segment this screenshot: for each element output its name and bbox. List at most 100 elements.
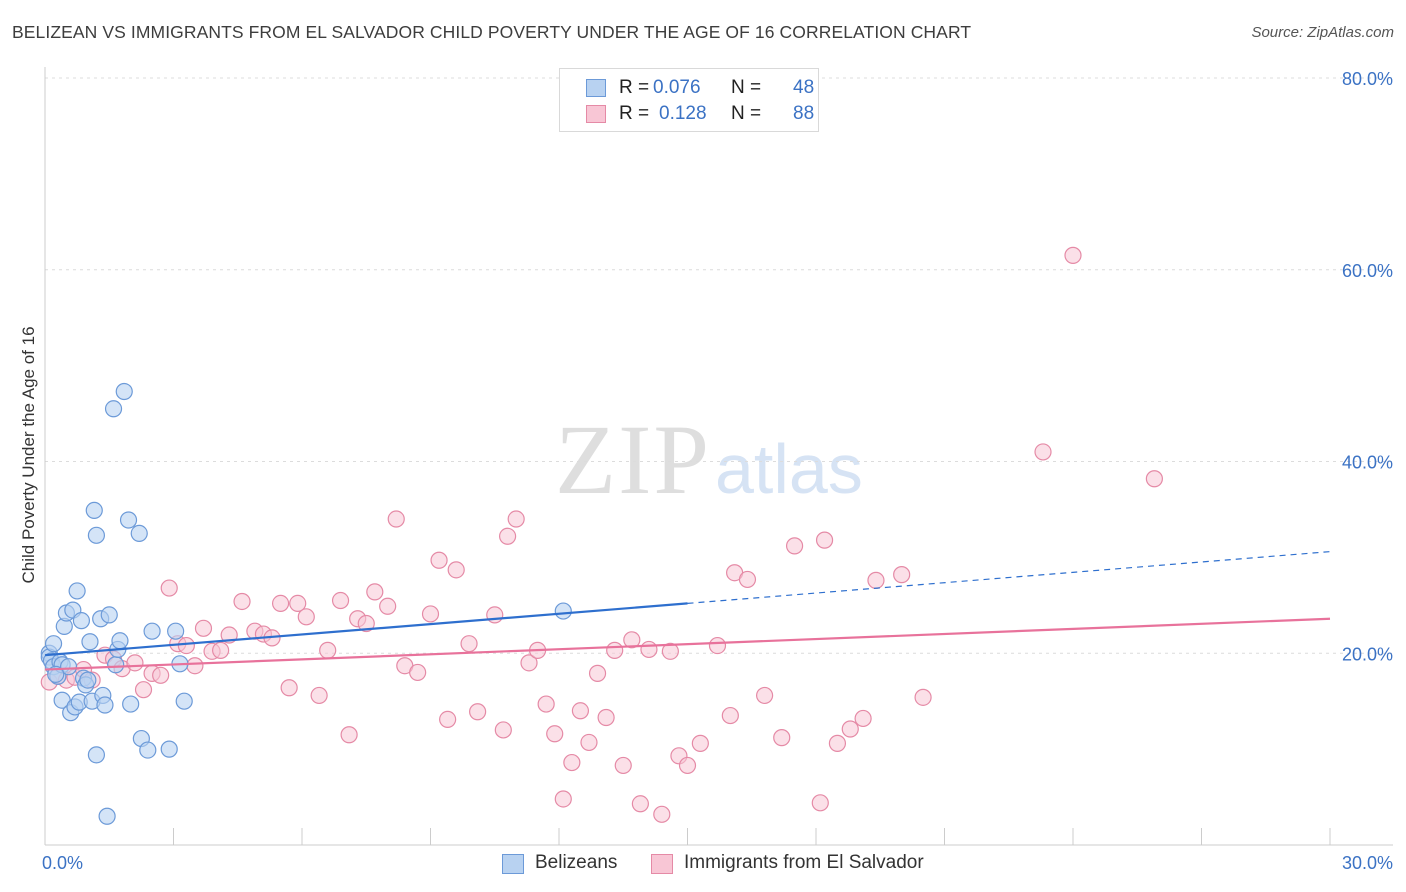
data-point-belizeans xyxy=(119,511,138,529)
data-point-immigrants xyxy=(893,566,911,584)
data-point-belizeans xyxy=(59,658,78,676)
trend-lines xyxy=(44,551,1331,671)
data-point-immigrants xyxy=(537,695,555,713)
data-point-belizeans xyxy=(87,526,106,544)
data-point-immigrants xyxy=(721,706,739,725)
data-point-immigrants xyxy=(194,619,213,637)
data-point-immigrants xyxy=(152,666,170,684)
legend-n-label: N = xyxy=(731,103,762,124)
watermark-atlas: atlas xyxy=(715,430,863,508)
data-point-immigrants xyxy=(914,688,932,706)
data-point-immigrants xyxy=(177,636,195,655)
legend-swatch-pink xyxy=(586,105,606,123)
data-point-immigrants xyxy=(811,794,829,812)
legend-swatch-pink xyxy=(651,854,673,874)
data-point-immigrants xyxy=(520,654,538,672)
data-point-belizeans xyxy=(98,807,116,825)
data-point-immigrants xyxy=(691,734,709,752)
data-point-immigrants xyxy=(828,734,847,752)
data-point-belizeans xyxy=(107,656,125,674)
data-point-immigrants xyxy=(331,591,350,610)
data-point-immigrants xyxy=(571,702,590,720)
watermark: ZIPatlas xyxy=(555,402,863,517)
trend-line-belizeans-extension xyxy=(687,551,1331,604)
legend-n-label: N = xyxy=(731,77,762,98)
tick-labels: 20.0% 40.0% 60.0% 80.0% 0.0% 30.0% xyxy=(42,69,1393,873)
data-point-immigrants xyxy=(631,795,649,813)
data-point-immigrants xyxy=(469,703,487,721)
data-point-belizeans xyxy=(72,612,91,630)
data-point-belizeans xyxy=(143,622,161,640)
data-point-belizeans xyxy=(96,696,114,714)
data-point-immigrants xyxy=(357,614,375,633)
legend-r-value: 0.128 xyxy=(659,103,707,124)
data-point-immigrants xyxy=(271,594,290,612)
data-point-immigrants xyxy=(430,551,448,569)
data-point-belizeans xyxy=(160,740,178,758)
trend-line-immigrants xyxy=(44,617,1331,671)
legend-swatch-blue xyxy=(502,854,524,874)
y-tick-label: 40.0% xyxy=(1342,453,1393,473)
legend-stats: R = 0.076 N = 48 R = 0.128 N = 88 xyxy=(559,68,819,132)
data-point-immigrants xyxy=(366,583,384,601)
data-point-immigrants xyxy=(606,641,624,659)
data-point-immigrants xyxy=(640,640,658,659)
data-point-immigrants xyxy=(507,510,525,528)
data-point-immigrants xyxy=(815,531,834,549)
data-point-immigrants xyxy=(661,642,679,660)
data-point-belizeans xyxy=(104,400,123,418)
data-point-immigrants xyxy=(297,608,315,626)
data-point-immigrants xyxy=(379,597,397,615)
data-point-belizeans xyxy=(554,602,572,620)
y-axis-label: Child Poverty Under the Age of 16 xyxy=(19,326,38,583)
data-point-immigrants xyxy=(708,636,727,655)
data-point-immigrants xyxy=(854,709,872,728)
data-point-belizeans xyxy=(87,746,106,764)
data-point-immigrants xyxy=(755,686,774,705)
legend-r-label: R = xyxy=(619,103,650,124)
legend-n-value: 88 xyxy=(793,103,815,124)
data-point-immigrants xyxy=(439,710,457,729)
data-point-immigrants xyxy=(1145,470,1163,488)
data-point-immigrants xyxy=(653,805,671,823)
data-point-immigrants xyxy=(1064,246,1082,264)
data-point-immigrants xyxy=(623,631,641,649)
data-point-immigrants xyxy=(1034,443,1052,461)
data-point-immigrants xyxy=(212,641,230,659)
data-point-immigrants xyxy=(546,725,564,743)
trend-line-belizeans xyxy=(44,602,688,657)
data-point-immigrants xyxy=(340,726,358,744)
data-point-belizeans xyxy=(81,633,99,651)
data-point-immigrants xyxy=(499,527,517,545)
data-point-immigrants xyxy=(494,721,512,739)
data-point-immigrants xyxy=(319,641,337,659)
x-tick-label: 0.0% xyxy=(42,853,83,873)
y-tick-label: 80.0% xyxy=(1342,69,1393,89)
data-point-immigrants xyxy=(738,570,757,589)
chart-title: BELIZEAN VS IMMIGRANTS FROM EL SALVADOR … xyxy=(12,22,972,42)
data-point-belizeans xyxy=(44,635,63,653)
data-point-immigrants xyxy=(785,537,804,555)
data-point-belizeans xyxy=(79,671,97,689)
legend-swatch-blue xyxy=(586,79,606,97)
data-point-immigrants xyxy=(867,571,885,589)
data-point-immigrants xyxy=(588,664,607,682)
data-point-immigrants xyxy=(447,561,465,579)
data-point-immigrants xyxy=(310,686,328,705)
data-point-belizeans xyxy=(85,501,103,519)
series-belizeans-points xyxy=(40,382,572,825)
legend-r-label: R = xyxy=(619,77,650,98)
data-point-immigrants xyxy=(134,681,153,699)
legend-n-value: 48 xyxy=(793,77,815,98)
data-point-belizeans xyxy=(111,632,129,650)
data-point-belizeans xyxy=(167,622,185,640)
data-point-immigrants xyxy=(773,729,791,747)
data-point-immigrants xyxy=(233,592,251,611)
data-point-immigrants xyxy=(280,679,298,697)
watermark-zip: ZIP xyxy=(555,404,711,515)
data-point-immigrants xyxy=(409,663,427,682)
data-point-immigrants xyxy=(160,579,178,597)
series-immigrants-points xyxy=(40,246,1163,823)
y-tick-label: 20.0% xyxy=(1342,644,1393,664)
